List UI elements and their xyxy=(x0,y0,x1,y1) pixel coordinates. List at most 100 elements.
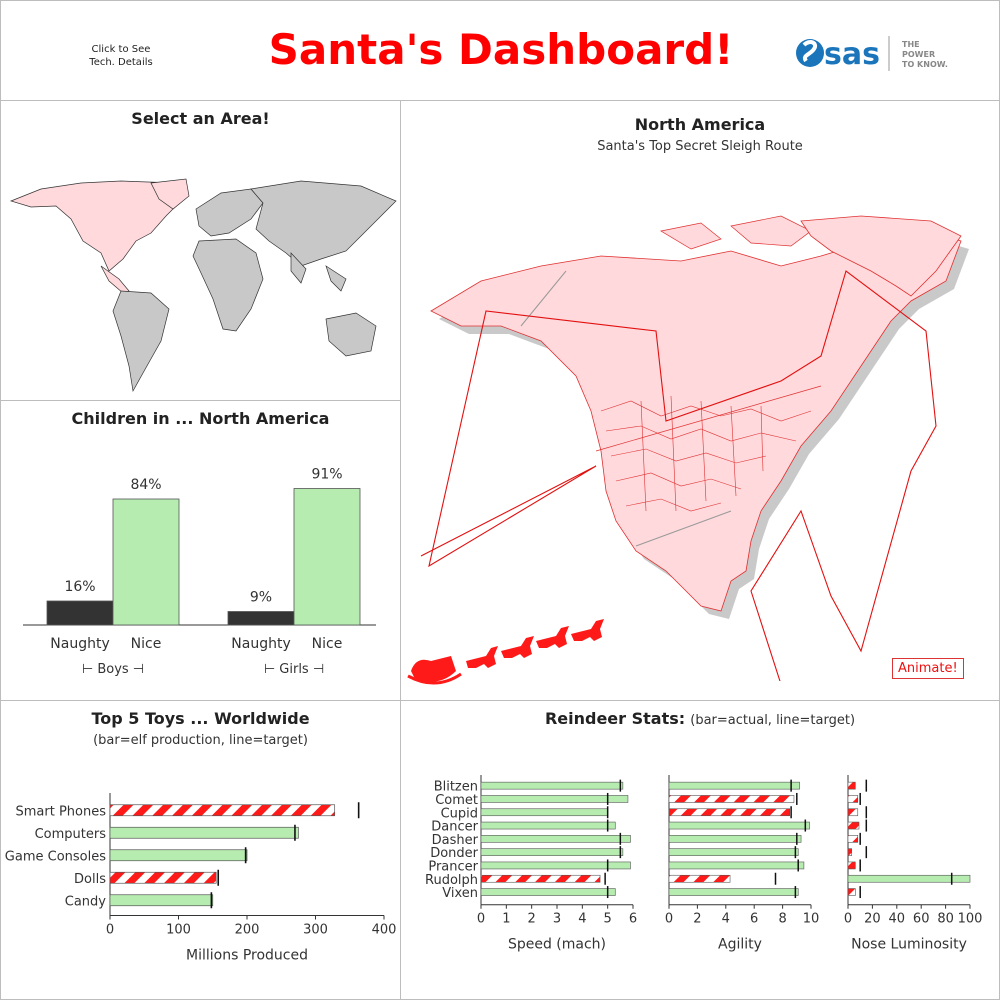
x-tick-label: 100 xyxy=(166,923,191,938)
sas-tagline-3: TO KNOW. xyxy=(902,60,948,69)
sleigh-icon xyxy=(407,619,604,685)
reindeer-x-label: Speed (mach) xyxy=(508,937,606,953)
world-region-greenland xyxy=(150,178,190,210)
reindeer-bar xyxy=(480,888,616,896)
x-tick-label: 8 xyxy=(778,912,786,927)
reindeer-label: Donder xyxy=(430,846,478,861)
reindeer-label: Cupid xyxy=(441,806,478,821)
x-tick-label: 5 xyxy=(604,912,612,927)
toy-bar xyxy=(109,849,248,862)
bar-girls-naughty xyxy=(227,611,295,626)
reindeer-bar xyxy=(847,795,859,803)
reindeer-bar xyxy=(668,835,802,843)
x-tick-label: 0 xyxy=(477,912,485,927)
reindeer-x-label: Nose Luminosity xyxy=(851,937,967,953)
reindeer-x-label: Agility xyxy=(718,937,762,953)
x-tick-label: 100 xyxy=(958,912,983,927)
reindeer-bar xyxy=(668,888,799,896)
toy-bar xyxy=(109,871,217,884)
category-label: Nice xyxy=(131,636,162,652)
world-region-south-america xyxy=(112,290,170,393)
reindeer-bar xyxy=(847,888,856,896)
na-title: North America xyxy=(634,115,766,134)
reindeer-bar xyxy=(668,821,810,830)
reindeer-panel: Reindeer Stats: (bar=actual, line=target… xyxy=(400,700,1000,1000)
sas-tagline-1: THE xyxy=(902,40,920,49)
x-tick-label: 2 xyxy=(528,912,536,927)
reindeer-bar xyxy=(668,848,799,856)
reindeer-bar xyxy=(480,835,631,843)
reindeer-bar xyxy=(847,821,860,830)
x-tick-label: 200 xyxy=(235,923,260,938)
toys-x-label: Millions Produced xyxy=(186,948,308,964)
reindeer-bar xyxy=(480,848,624,856)
reindeer-bar xyxy=(668,795,795,803)
bar-girls-nice xyxy=(293,488,361,626)
x-tick-label: 0 xyxy=(844,912,852,927)
reindeer-bar xyxy=(847,781,856,790)
reindeer-bar xyxy=(480,808,608,817)
reindeer-bar xyxy=(480,821,616,830)
reindeer-bar xyxy=(480,874,601,883)
toy-label: Computers xyxy=(35,827,107,842)
reindeer-label: Rudolph xyxy=(425,873,478,888)
toys-subtitle: (bar=elf production, line=target) xyxy=(93,733,308,748)
reindeer-bar xyxy=(847,808,859,817)
bar-boys-nice xyxy=(112,498,180,626)
toy-label: Candy xyxy=(65,894,107,909)
world-map-title: Select an Area! xyxy=(131,109,270,128)
reindeer-bar xyxy=(480,781,624,790)
children-panel: Children in ... North America 16% Naughty… xyxy=(0,400,401,701)
category-label: Naughty xyxy=(231,636,290,652)
dashboard-title: Santa's Dashboard! xyxy=(268,25,734,74)
x-tick-label: 10 xyxy=(803,912,820,927)
reindeer-bar xyxy=(847,861,856,870)
reindeer-bar xyxy=(480,795,629,803)
sas-logo-text: sas xyxy=(824,37,880,72)
x-tick-label: 6 xyxy=(629,912,637,927)
x-tick-label: 20 xyxy=(864,912,881,927)
reindeer-bar xyxy=(847,848,852,856)
reindeer-label: Dancer xyxy=(431,820,478,835)
group-label: ⊢ Boys ⊣ xyxy=(82,662,144,677)
toys-title: Top 5 Toys ... Worldwide xyxy=(91,709,310,728)
sas-tagline-2: POWER xyxy=(902,50,935,59)
sleigh-route xyxy=(420,270,937,681)
category-label: Nice xyxy=(312,636,343,652)
reindeer-label: Vixen xyxy=(442,886,478,901)
reindeer-bar xyxy=(668,861,805,870)
children-title: Children in ... North America xyxy=(71,409,330,428)
x-tick-label: 3 xyxy=(553,912,561,927)
reindeer-title: Reindeer Stats: xyxy=(544,709,686,728)
world-region-europe xyxy=(195,188,264,237)
x-tick-label: 80 xyxy=(937,912,954,927)
children-chart: 16% Naughty 84% Nice ⊢ Boys ⊣ 9% Naughty 91% Nic… xyxy=(23,467,376,677)
toy-label: Dolls xyxy=(74,872,106,887)
reindeer-bar xyxy=(480,861,631,870)
animate-button[interactable]: Animate! xyxy=(892,658,964,679)
reindeer-subtitle: (bar=actual, line=target) xyxy=(690,713,856,728)
toys-chart: 0 100 200 300 400 Millions Produced Smart Phon… xyxy=(5,793,396,964)
bar-value-label: 9% xyxy=(250,590,272,606)
sas-logo: sas THE POWER TO KNOW. xyxy=(796,36,948,72)
na-subtitle: Santa's Top Secret Sleigh Route xyxy=(597,139,803,154)
world-map[interactable] xyxy=(1,141,400,401)
reindeer-heading: Reindeer Stats: (bar=actual, line=target… xyxy=(401,709,999,728)
tech-details-link[interactable]: Click to See Tech. Details xyxy=(89,44,153,68)
x-tick-label: 4 xyxy=(578,912,586,927)
toys-panel: Top 5 Toys ... Worldwide (bar=elf produc… xyxy=(0,700,401,1000)
reindeer-chart: BlitzenCometCupidDancerDasherDonderPranc… xyxy=(425,775,983,953)
world-map-panel: Select an Area! xyxy=(0,100,401,401)
x-tick-label: 0 xyxy=(106,923,114,938)
x-tick-label: 60 xyxy=(913,912,930,927)
reindeer-bar xyxy=(847,874,971,883)
world-region-north-america xyxy=(9,180,187,272)
bar-value-label: 16% xyxy=(64,579,95,595)
north-america-map xyxy=(420,215,969,681)
x-tick-label: 0 xyxy=(665,912,673,927)
bar-value-label: 91% xyxy=(311,467,342,483)
bar-boys-naughty xyxy=(46,600,114,626)
toy-bar xyxy=(109,826,299,839)
world-region-asia xyxy=(250,180,397,267)
reindeer-bar xyxy=(847,835,859,843)
